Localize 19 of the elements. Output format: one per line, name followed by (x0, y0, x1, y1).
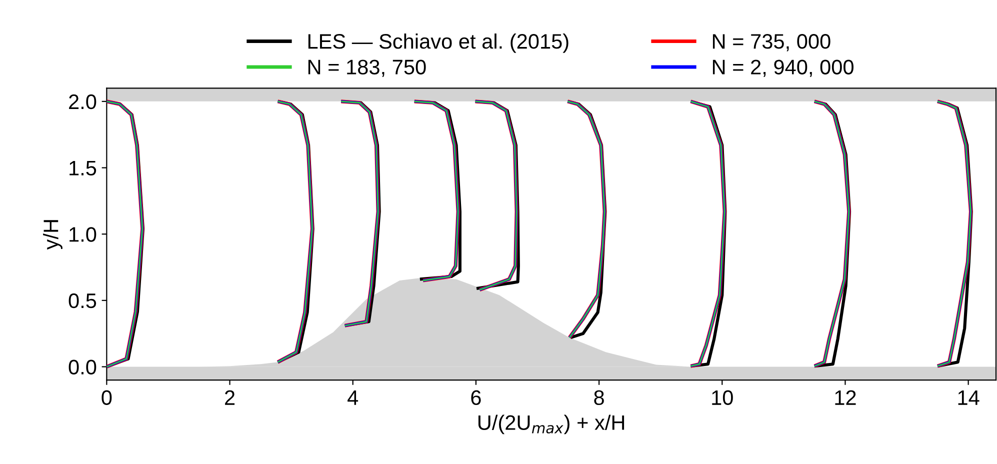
x-tick-label: 8 (594, 390, 604, 406)
legend-label: N = 2, 940, 000 (712, 60, 854, 77)
legend-label: LES — Schiavo et al. (2015) (308, 33, 568, 53)
x-tick-label: 2 (225, 390, 235, 405)
y-tick-label: 0.5 (68, 293, 96, 308)
x-tick-label: 6 (471, 390, 481, 406)
y-tick-label: 2.0 (69, 94, 96, 110)
x-tick-label: 14 (958, 390, 980, 405)
y-axis-title: y/H (43, 220, 62, 250)
y-tick-label: 1.5 (70, 160, 96, 176)
y-tick-label: 0.0 (68, 360, 96, 375)
y-tick-label: 1.0 (70, 227, 96, 242)
x-tick-label: 12 (835, 390, 856, 405)
x-tick-label: 4 (348, 390, 358, 405)
legend-label: N = 183, 750 (308, 60, 426, 77)
x-tick-label: 10 (712, 390, 733, 406)
legend-label: N = 735, 000 (712, 34, 830, 52)
x-tick-label: 0 (102, 390, 112, 406)
x-axis-title: U/(2U$_{max}$) + x/H (478, 414, 624, 434)
